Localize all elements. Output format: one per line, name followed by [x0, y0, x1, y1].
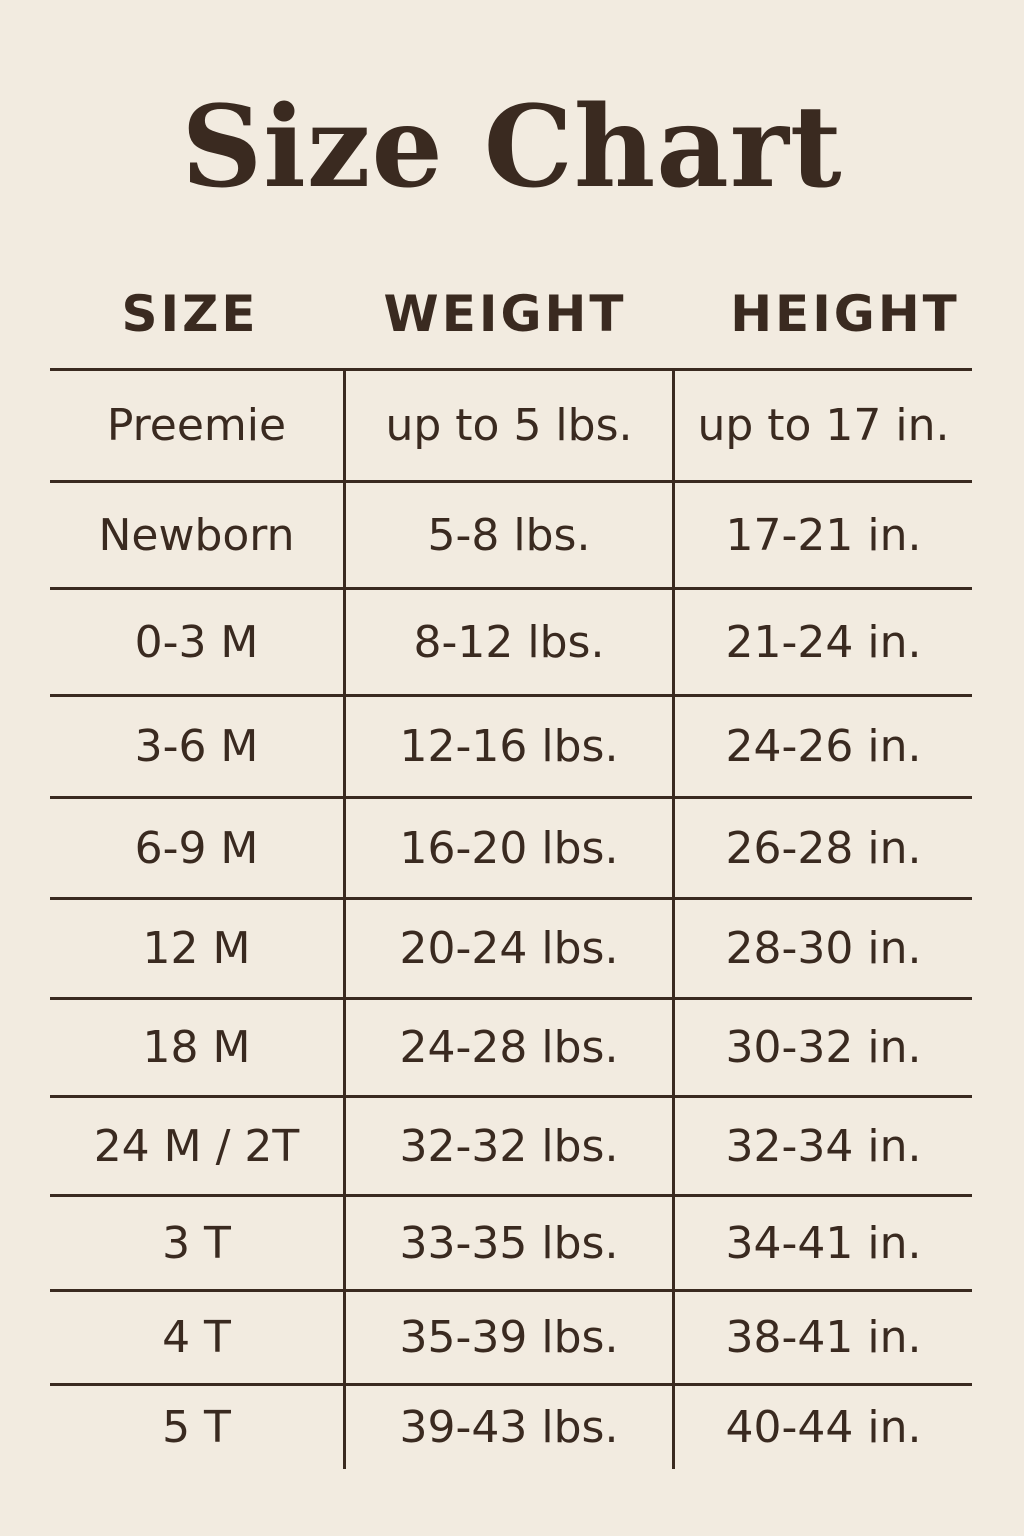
- table-row: 0-3 M 8-12 lbs. 21-24 in.: [50, 587, 972, 694]
- table-row: 18 M 24-28 lbs. 30-32 in.: [50, 997, 972, 1095]
- cell-size: 4 T: [50, 1292, 346, 1383]
- cell-size: 5 T: [50, 1386, 346, 1469]
- cell-size: 3-6 M: [50, 697, 346, 796]
- column-header-weight: WEIGHT: [383, 285, 627, 343]
- size-table: Preemie up to 5 lbs. up to 17 in. Newborn 5-…: [50, 368, 972, 1469]
- table-row: 12 M 20-24 lbs. 28-30 in.: [50, 897, 972, 997]
- cell-height: up to 17 in.: [697, 400, 950, 451]
- cell-height: 38-41 in.: [725, 1312, 922, 1363]
- table-row: 4 T 35-39 lbs. 38-41 in.: [50, 1289, 972, 1383]
- table-row: 5 T 39-43 lbs. 40-44 in.: [50, 1383, 972, 1469]
- cell-size: Preemie: [50, 371, 346, 480]
- cell-size: 3 T: [50, 1197, 346, 1289]
- cell-height: 32-34 in.: [725, 1120, 922, 1172]
- cell-size: 12 M: [50, 900, 346, 997]
- cell-weight: 20-24 lbs.: [346, 900, 675, 997]
- table-row: 24 M / 2T 32-32 lbs. 32-34 in.: [50, 1095, 972, 1194]
- cell-size: 18 M: [50, 1000, 346, 1095]
- cell-height: 40-44 in.: [725, 1402, 922, 1453]
- cell-height: 30-32 in.: [725, 1022, 922, 1073]
- cell-size: Newborn: [50, 483, 346, 587]
- cell-weight: 16-20 lbs.: [346, 799, 675, 897]
- cell-size: 24 M / 2T: [50, 1098, 346, 1194]
- cell-weight: 33-35 lbs.: [346, 1197, 675, 1289]
- cell-height: 24-26 in.: [725, 721, 922, 772]
- cell-size: 6-9 M: [50, 799, 346, 897]
- table-row: 3-6 M 12-16 lbs. 24-26 in.: [50, 694, 972, 796]
- cell-weight: 35-39 lbs.: [346, 1292, 675, 1383]
- cell-weight: 32-32 lbs.: [346, 1098, 675, 1194]
- column-header-height: HEIGHT: [730, 285, 960, 343]
- column-header-size: SIZE: [121, 285, 259, 343]
- cell-height: 21-24 in.: [725, 616, 922, 668]
- table-row: Preemie up to 5 lbs. up to 17 in.: [50, 368, 972, 480]
- cell-height: 17-21 in.: [725, 509, 922, 561]
- cell-weight: 5-8 lbs.: [346, 483, 675, 587]
- cell-weight: 12-16 lbs.: [346, 697, 675, 796]
- cell-size: 0-3 M: [50, 590, 346, 694]
- cell-weight: 39-43 lbs.: [346, 1386, 675, 1469]
- page-title: Size Chart: [181, 82, 843, 213]
- table-row: 3 T 33-35 lbs. 34-41 in.: [50, 1194, 972, 1289]
- cell-height: 28-30 in.: [725, 923, 922, 974]
- cell-weight: 8-12 lbs.: [346, 590, 675, 694]
- table-row: Newborn 5-8 lbs. 17-21 in.: [50, 480, 972, 587]
- table-row: 6-9 M 16-20 lbs. 26-28 in.: [50, 796, 972, 897]
- cell-height: 26-28 in.: [725, 822, 922, 874]
- cell-weight: up to 5 lbs.: [346, 371, 675, 480]
- cell-weight: 24-28 lbs.: [346, 1000, 675, 1095]
- cell-height: 34-41 in.: [725, 1217, 922, 1269]
